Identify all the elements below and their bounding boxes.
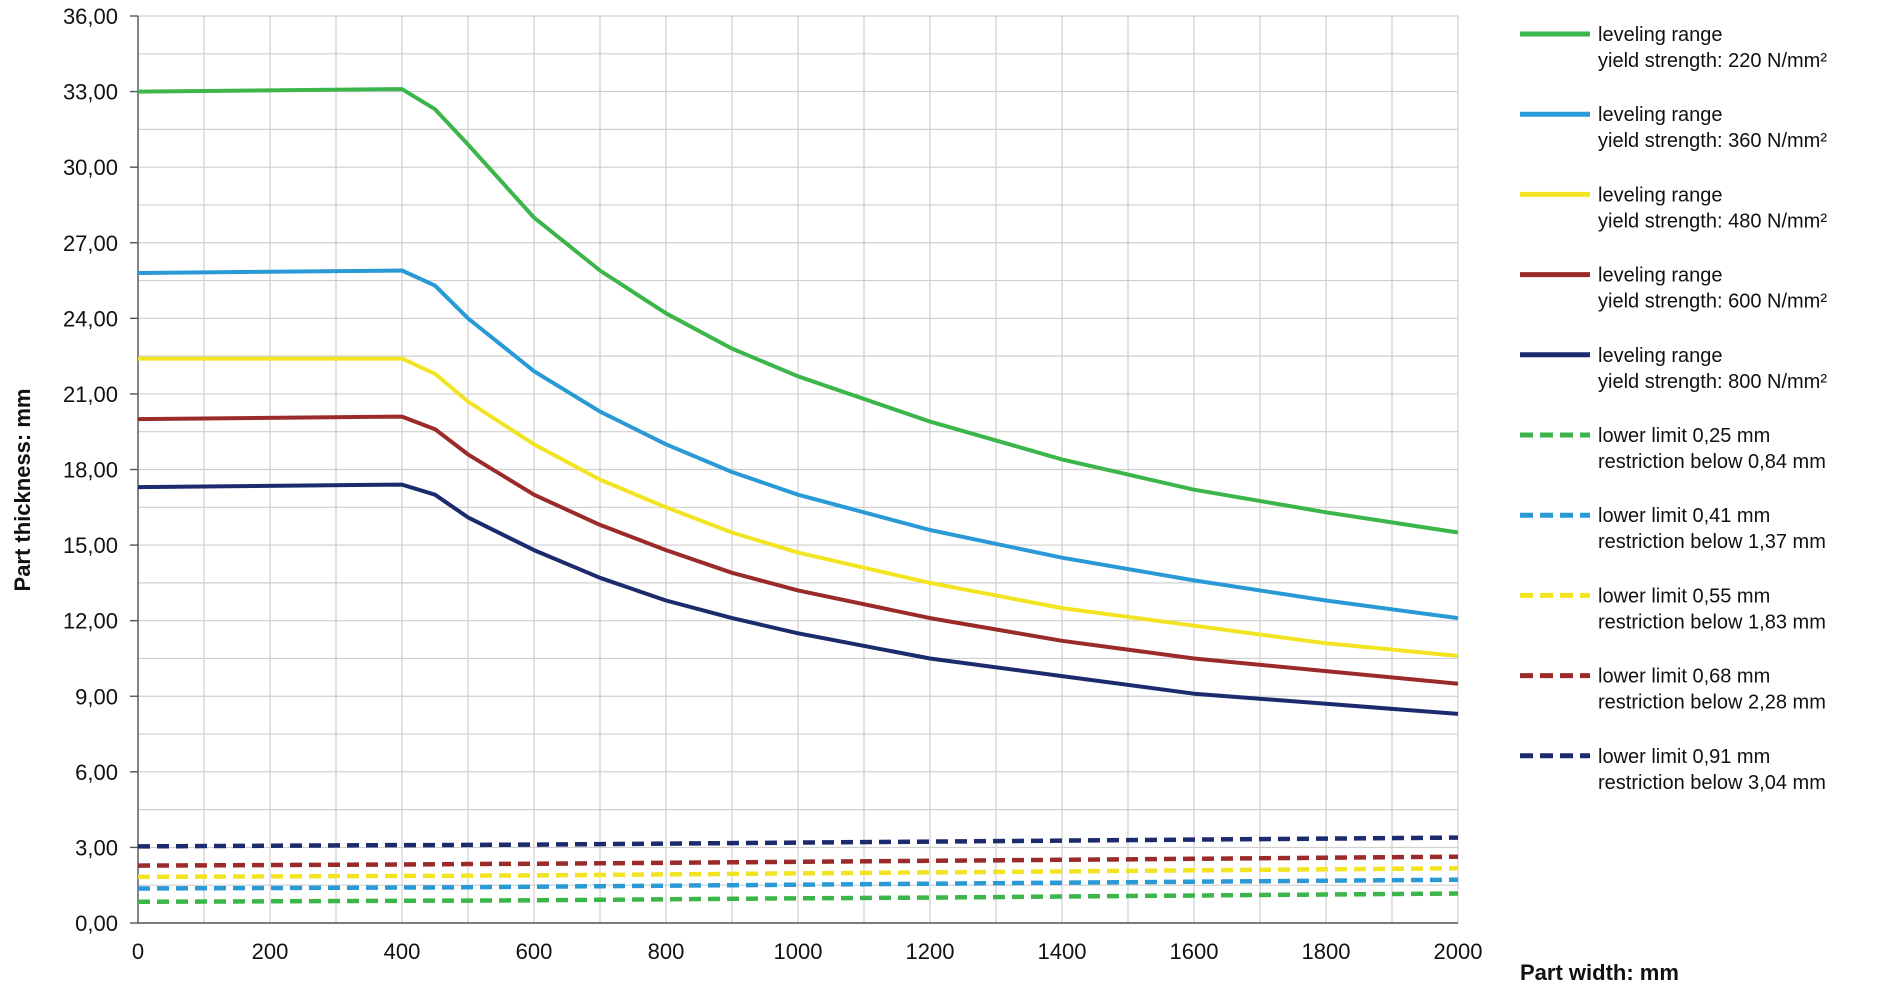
y-tick-label: 3,00	[75, 835, 118, 860]
series-line-5	[137, 482, 1459, 716]
legend-label-line2: restriction below 1,83 mm	[1598, 611, 1826, 633]
legend-label-line2: yield strength: 480 N/mm²	[1598, 210, 1827, 232]
legend-label-line2: restriction below 2,28 mm	[1598, 692, 1826, 714]
series-line-1	[137, 87, 1459, 535]
y-tick-label: 30,00	[63, 155, 118, 180]
y-tick-label: 0,00	[75, 911, 118, 936]
x-axis-label: Part width: mm	[1520, 960, 1679, 983]
legend-label-line1: leveling range	[1598, 104, 1723, 126]
series-line-9	[137, 854, 1459, 868]
x-tick-label: 400	[384, 939, 421, 964]
y-tick-label: 12,00	[63, 609, 118, 634]
legend-label-line1: leveling range	[1598, 184, 1723, 206]
y-tick-label: 27,00	[63, 231, 118, 256]
legend-entry-5: leveling range yield strength: 800 N/mm²	[1520, 345, 1827, 393]
y-tick-label: 33,00	[63, 80, 118, 105]
legend-label-line1: lower limit 0,25 mm	[1598, 425, 1770, 447]
legend-label-line1: lower limit 0,68 mm	[1598, 666, 1770, 688]
x-tick-label: 800	[648, 939, 685, 964]
x-tick-label: 1200	[906, 939, 955, 964]
legend-label-line2: yield strength: 800 N/mm²	[1598, 371, 1827, 393]
legend-entry-2: leveling range yield strength: 360 N/mm²	[1520, 104, 1827, 152]
legend-label-line2: restriction below 3,04 mm	[1598, 772, 1826, 794]
series-line-2	[137, 268, 1459, 621]
x-tick-label: 1600	[1170, 939, 1219, 964]
series-line-7	[137, 877, 1459, 891]
legend-entry-10: lower limit 0,91 mm restriction below 3,0…	[1520, 746, 1826, 794]
x-tick-label: 1000	[774, 939, 823, 964]
y-tick-label: 21,00	[63, 382, 118, 407]
legend-entry-1: leveling range yield strength: 220 N/mm²	[1520, 24, 1827, 72]
legend-label-line1: lower limit 0,55 mm	[1598, 585, 1770, 607]
legend-entry-3: leveling range yield strength: 480 N/mm²	[1520, 184, 1827, 232]
legend-entry-6: lower limit 0,25 mm restriction below 0,8…	[1520, 425, 1826, 473]
x-tick-label: 0	[132, 939, 144, 964]
x-tick-label: 1800	[1302, 939, 1351, 964]
series-line-3	[138, 356, 1459, 658]
series-line-10	[137, 835, 1459, 849]
series-line-8	[137, 866, 1459, 880]
legend-label-line1: leveling range	[1598, 24, 1723, 46]
legend-label-line2: yield strength: 360 N/mm²	[1598, 130, 1827, 152]
y-tick-label: 6,00	[75, 760, 118, 785]
legend-label-line2: yield strength: 600 N/mm²	[1598, 291, 1827, 313]
x-tick-label: 600	[516, 939, 553, 964]
series-line-4	[137, 414, 1459, 686]
series-line-6	[137, 891, 1459, 905]
y-axis-label: Part thickness: mm	[10, 389, 35, 592]
legend-label-line2: restriction below 0,84 mm	[1598, 451, 1826, 473]
y-axis-ticks: 0,00 3,00 6,00 9,00 12,00 15,00 18,00 21,00 24,0…	[63, 4, 138, 936]
y-tick-label: 18,00	[63, 458, 118, 483]
legend-label-line1: lower limit 0,91 mm	[1598, 746, 1770, 768]
legend-entry-4: leveling range yield strength: 600 N/mm²	[1520, 265, 1827, 313]
y-tick-label: 15,00	[63, 533, 118, 558]
legend-label-line1: leveling range	[1598, 345, 1723, 367]
legend-label-line2: restriction below 1,37 mm	[1598, 531, 1826, 553]
legend-entry-7: lower limit 0,41 mm restriction below 1,3…	[1520, 505, 1826, 553]
legend-label-line1: lower limit 0,41 mm	[1598, 505, 1770, 527]
legend-label-line2: yield strength: 220 N/mm²	[1598, 50, 1827, 72]
grid	[137, 15, 1459, 924]
x-axis-ticks: 0 200 400 600 800 1000 1200 1400 1600 1800 2000	[132, 939, 1483, 964]
legend-entry-9: lower limit 0,68 mm restriction below 2,2…	[1520, 666, 1826, 714]
y-tick-label: 24,00	[63, 306, 118, 331]
series-lines	[137, 87, 1459, 905]
x-tick-label: 1400	[1038, 939, 1087, 964]
legend-entry-8: lower limit 0,55 mm restriction below 1,8…	[1520, 585, 1826, 633]
y-tick-label: 36,00	[63, 4, 118, 29]
legend-label-line1: leveling range	[1598, 265, 1723, 287]
y-tick-label: 9,00	[75, 684, 118, 709]
x-tick-label: 200	[252, 939, 289, 964]
x-tick-label: 2000	[1434, 939, 1483, 964]
